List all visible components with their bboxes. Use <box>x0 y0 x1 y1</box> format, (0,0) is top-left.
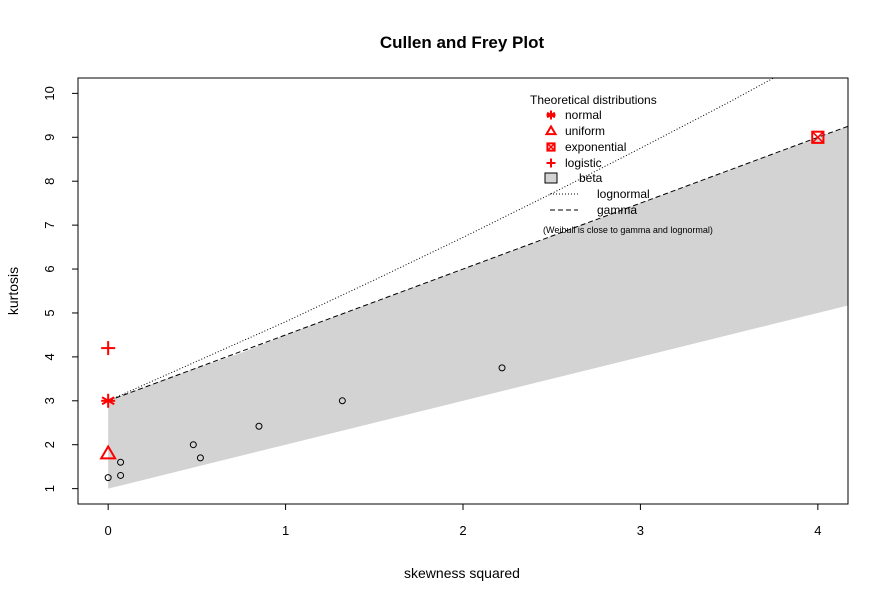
theoretical-normal-marker <box>101 393 116 408</box>
y-axis: 1 2 3 4 5 6 7 8 9 10 <box>42 86 78 492</box>
legend-item-label: gamma <box>597 203 637 217</box>
plot-layer <box>99 78 848 489</box>
x-tick-label: 2 <box>459 523 466 538</box>
legend-item-label: exponential <box>565 140 626 154</box>
y-tick-label: 2 <box>42 441 57 448</box>
observation-point <box>104 474 112 482</box>
theoretical-exponential-marker <box>811 130 825 144</box>
x-tick-label: 4 <box>814 523 821 538</box>
plot-frame <box>77 77 849 505</box>
legend-normal-symbol <box>546 110 556 120</box>
legend-title: Theoretical distributions <box>530 93 657 107</box>
x-axis-label: skewness squared <box>404 565 520 581</box>
y-tick-label: 4 <box>42 353 57 360</box>
y-axis-label: kurtosis <box>5 267 21 315</box>
y-tick-label: 1 <box>42 485 57 492</box>
y-tick-label: 10 <box>42 86 57 100</box>
beta-region <box>108 126 848 489</box>
y-tick-label: 9 <box>42 134 57 141</box>
gamma-curve <box>107 125 848 402</box>
x-tick-label: 3 <box>637 523 644 538</box>
legend-item-label: uniform <box>565 124 605 138</box>
x-tick-label: 0 <box>105 523 112 538</box>
x-axis: 0 1 2 3 4 <box>105 504 821 538</box>
observation-point <box>117 458 125 466</box>
theoretical-uniform-marker <box>99 444 117 460</box>
legend-note: (Weibull is close to gamma and lognormal… <box>543 225 713 235</box>
observation-point <box>338 397 346 405</box>
chart-title: Cullen and Frey Plot <box>380 33 545 52</box>
legend-item-label: normal <box>565 108 602 122</box>
y-tick-label: 7 <box>42 222 57 229</box>
legend-item-label: logistic <box>565 156 602 170</box>
observation-point <box>189 441 197 449</box>
y-tick-label: 8 <box>42 178 57 185</box>
observation-point <box>498 364 506 372</box>
observation-point <box>117 471 125 479</box>
x-tick-label: 1 <box>282 523 289 538</box>
legend: Theoretical distributions normal uniform e… <box>530 93 713 235</box>
theoretical-logistic-marker <box>101 341 116 356</box>
legend-logistic-symbol <box>546 158 556 168</box>
y-tick-label: 6 <box>42 265 57 272</box>
observation-point <box>255 422 263 430</box>
y-tick-label: 3 <box>42 397 57 404</box>
legend-item-label: lognormal <box>597 187 650 201</box>
observation-point <box>196 454 204 462</box>
legend-item-label: beta <box>579 171 603 185</box>
legend-exponential-symbol <box>546 142 556 152</box>
legend-uniform-symbol <box>544 124 558 136</box>
legend-beta-symbol <box>544 172 558 184</box>
y-tick-label: 5 <box>42 309 57 316</box>
plot-area <box>107 78 848 489</box>
